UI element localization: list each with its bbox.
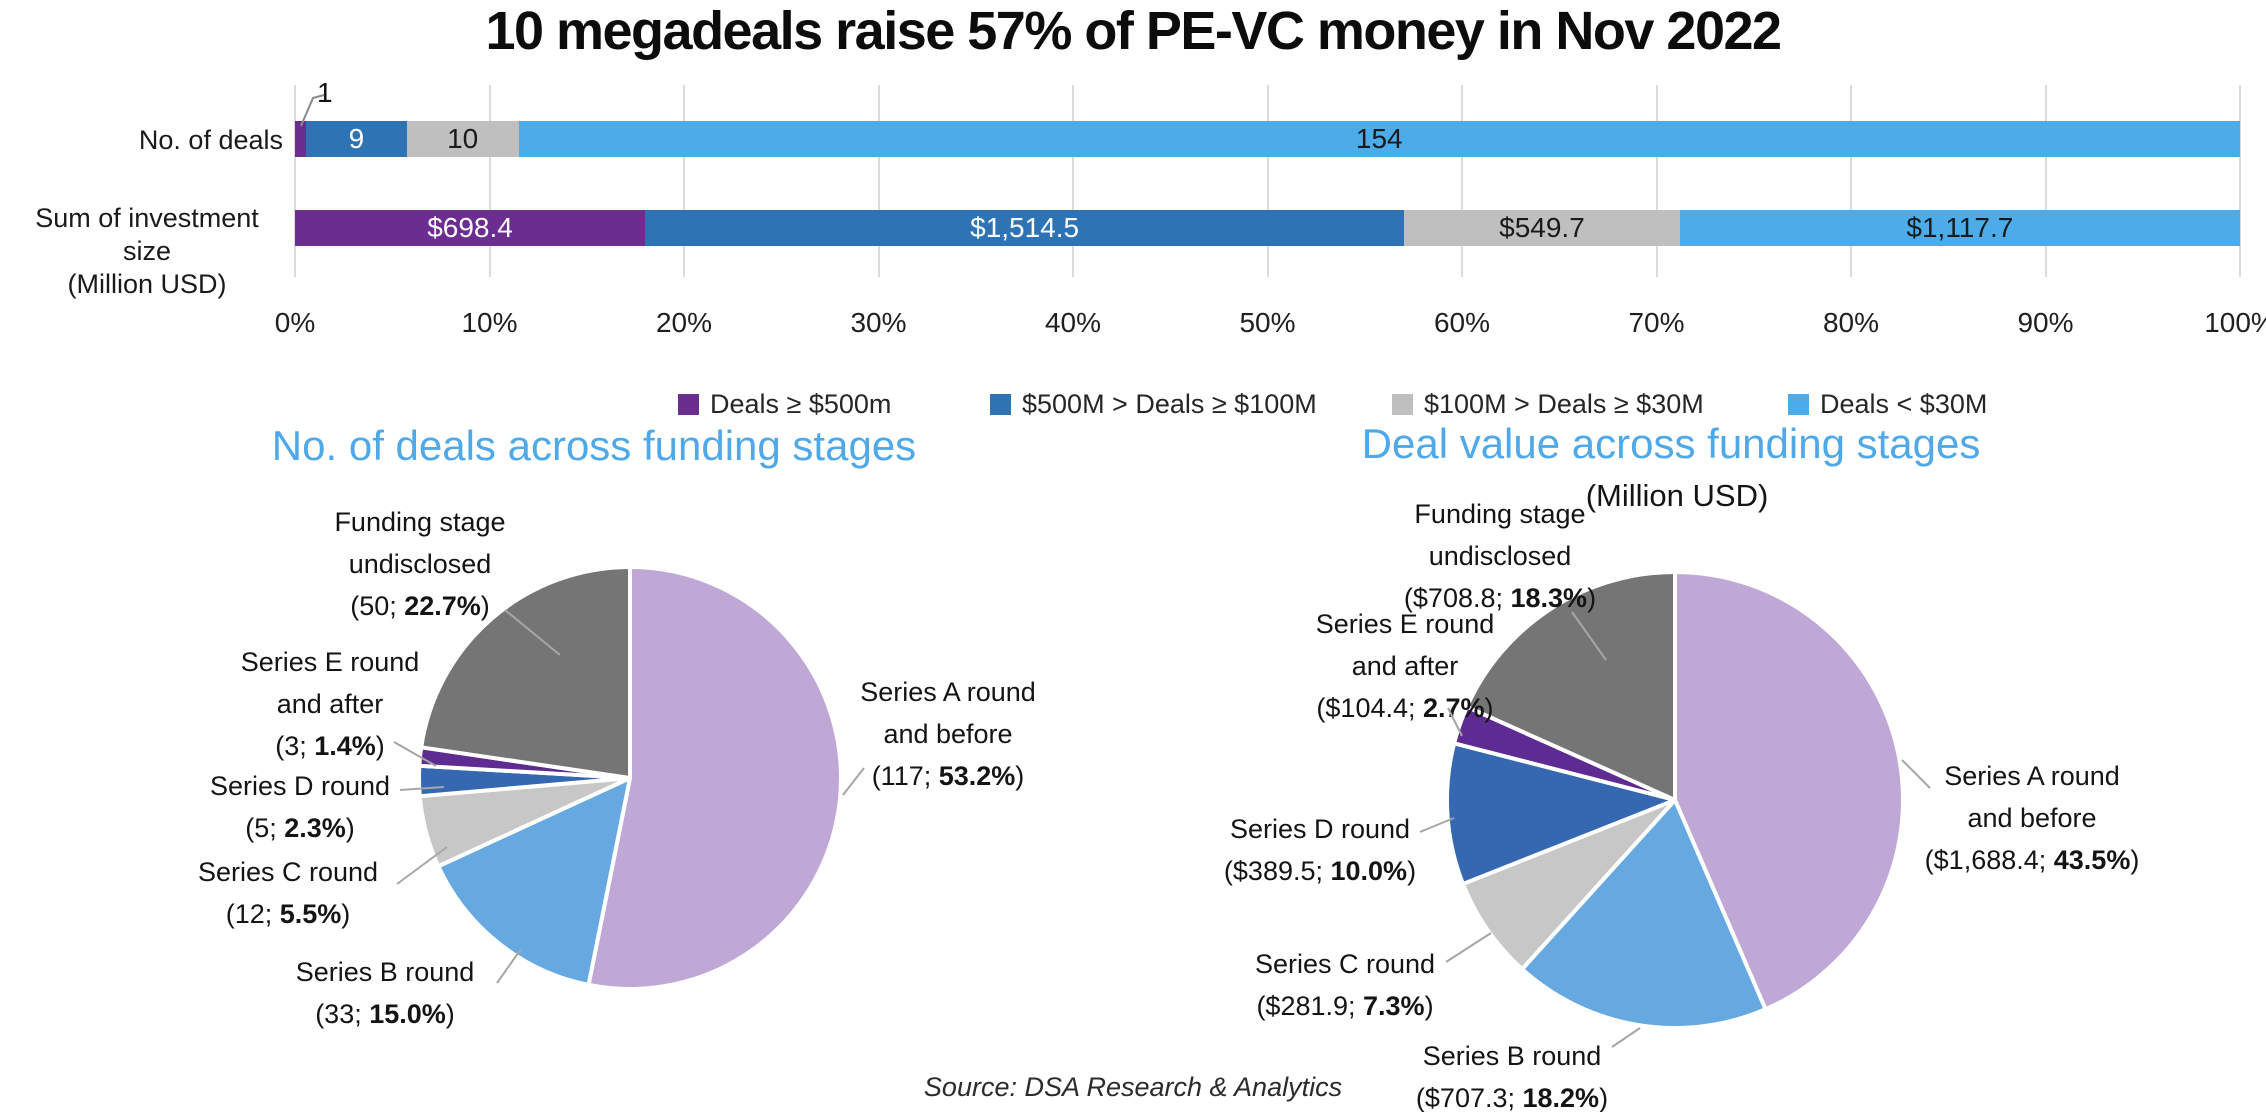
- page-title: 10 megadeals raise 57% of PE-VC money in…: [485, 1, 1782, 61]
- bar-segment-1: $1,514.5: [645, 210, 1405, 246]
- pie-title-deal-value: Deal value across funding stages: [1361, 420, 1981, 467]
- pie-title-deal-count: No. of deals across funding stages: [271, 422, 917, 469]
- pie-label-series-b: Series B round ($707.3; 18.2%): [1415, 1041, 1609, 1112]
- bar-segment-2: 10: [406, 121, 519, 157]
- pie-subtitle-million-usd: (Million USD): [1585, 478, 1769, 513]
- bar-segment-1: 9: [306, 121, 407, 157]
- pie-slice-series-d: [1445, 741, 1677, 886]
- pie-label-series-e: Series E round and after (3; 1.4%): [240, 647, 420, 761]
- legend-swatch: [678, 394, 699, 415]
- pie-label-undisclosed: Funding stage undisclosed (50; 22.7%): [334, 507, 506, 621]
- legend-swatch: [1788, 394, 1809, 415]
- gridline: [683, 85, 685, 277]
- bar-segment-3: 154: [518, 121, 2240, 157]
- gridline: [2044, 85, 2047, 277]
- pie-slice-series-a: [586, 565, 843, 991]
- x-axis-tick-label: 20%: [655, 307, 713, 338]
- bar-value-label: 10: [447, 123, 479, 154]
- x-axis-tick-label: 100%: [2204, 307, 2266, 338]
- pie-label-undisclosed: Funding stage undisclosed ($708.8; 18.3%): [1403, 499, 1597, 613]
- x-axis-tick-label: 60%: [1433, 307, 1491, 338]
- pie-label-series-d: Series D round (5; 2.3%): [209, 771, 391, 843]
- bar-segment-3: $1,117.7: [1679, 210, 2240, 246]
- gridline: [1072, 85, 1074, 277]
- legend-item-1: $500M > Deals ≥ $100M: [990, 389, 1317, 420]
- bar-value-label: 9: [348, 123, 365, 154]
- legend-swatch: [990, 394, 1011, 415]
- legend-label: Deals < $30M: [1820, 389, 1988, 419]
- bar-value-label: $1,514.5: [970, 212, 1080, 243]
- pie-slice-series-b: [1520, 798, 1768, 1030]
- pie-label-series-a: Series A round and before ($1,688.4; 43.5%…: [1924, 761, 2140, 875]
- pie-label-series-c: Series C round (12; 5.5%): [197, 857, 379, 929]
- pie-slice-undisclosed: [1464, 570, 1677, 802]
- pie-slice-series-c: [1461, 798, 1677, 972]
- x-axis-tick-label: 80%: [1822, 307, 1880, 338]
- pie-chart-deal-value: [1445, 570, 1905, 1030]
- bar-value-label: $1,117.7: [1906, 212, 2014, 243]
- x-axis-tick-label: 30%: [850, 307, 907, 338]
- x-axis-tick-label: 70%: [1628, 307, 1685, 338]
- legend-item-2: $100M > Deals ≥ $30M: [1392, 389, 1704, 420]
- gridline: [1266, 85, 1269, 277]
- gridline: [1461, 85, 1463, 277]
- bar-value-label: 154: [1355, 123, 1403, 154]
- bar-category-label: No. of deals: [138, 125, 283, 155]
- legend-label: $500M > Deals ≥ $100M: [1022, 389, 1317, 419]
- pie-label-series-e: Series E round and after ($104.4; 2.7%): [1315, 609, 1495, 723]
- source-credit: Source: DSA Research & Analytics: [923, 1072, 1343, 1102]
- gridline: [877, 85, 880, 277]
- gridline: [488, 85, 491, 277]
- bar-segment-2: $549.7: [1404, 210, 1680, 246]
- bar-segment-0: $698.4: [295, 210, 646, 246]
- gridline: [2239, 85, 2241, 277]
- x-axis-tick-label: 40%: [1044, 307, 1102, 338]
- gridline: [294, 85, 296, 277]
- x-axis-tick-label: 0%: [274, 307, 316, 338]
- legend-item-0: Deals ≥ $500m: [678, 389, 891, 420]
- legend-label: Deals ≥ $500m: [710, 389, 892, 419]
- bar-callout-label: 1: [317, 77, 333, 108]
- bar-row-investment-sum: $698.4 $1,514.5 $549.7 $1,117.7: [295, 210, 2240, 246]
- pie-label-series-c: Series C round ($281.9; 7.3%): [1254, 949, 1436, 1021]
- pie-slice-series-a: [1673, 570, 1905, 1012]
- bar-category-label: Sum of investment size (Million USD): [35, 203, 259, 299]
- x-axis-tick-label: 10%: [461, 307, 518, 338]
- pie-chart-deal-count: [417, 565, 843, 991]
- bar-segment-0: [295, 121, 307, 157]
- gridline: [1850, 85, 1852, 277]
- bar-row-deal-count: 9 10 154: [295, 121, 2240, 157]
- pie-label-series-d: Series D round ($389.5; 10.0%): [1223, 814, 1417, 886]
- bar-value-label: $698.4: [427, 212, 513, 243]
- legend-swatch: [1392, 394, 1413, 415]
- legend-item-3: Deals < $30M: [1788, 389, 1987, 420]
- pie-slice-undisclosed: [419, 565, 632, 780]
- gridline: [1655, 85, 1658, 277]
- x-axis-tick-label: 90%: [2017, 307, 2074, 338]
- pie-label-series-b: Series B round (33; 15.0%): [295, 957, 475, 1029]
- legend-label: $100M > Deals ≥ $30M: [1424, 389, 1704, 419]
- pie-label-series-a: Series A round and before (117; 53.2%): [860, 677, 1036, 791]
- bar-value-label: $549.7: [1499, 212, 1585, 243]
- x-axis-tick-label: 50%: [1239, 307, 1296, 338]
